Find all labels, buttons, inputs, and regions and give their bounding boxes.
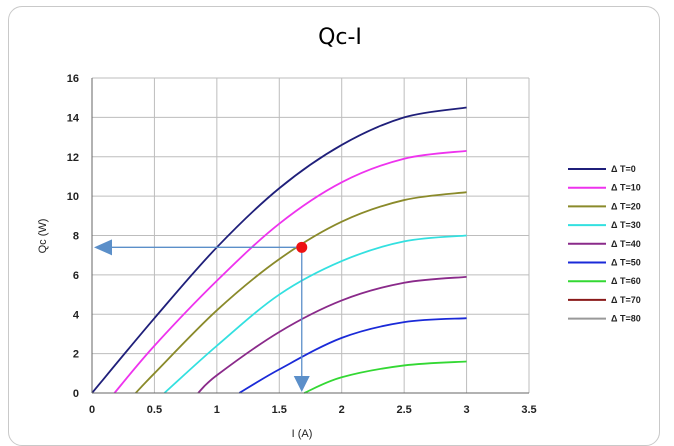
y-tick-label: 14 <box>67 112 80 124</box>
legend-label-0: Δ T=0 <box>611 164 636 174</box>
series-line-4 <box>197 275 467 394</box>
y-axis-label: Qc (W) <box>37 219 49 254</box>
legend-label-2: Δ T=20 <box>611 201 641 211</box>
x-tick-label: 1.5 <box>272 404 287 416</box>
x-tick-label: 3 <box>464 404 470 416</box>
grid <box>91 77 530 394</box>
legend-label-4: Δ T=40 <box>611 239 641 249</box>
legend-label-7: Δ T=70 <box>611 295 641 305</box>
y-tick-label: 6 <box>73 270 79 282</box>
y-tick-label: 2 <box>73 349 79 361</box>
x-tick-label: 2 <box>339 404 345 416</box>
series-line-1 <box>113 149 467 394</box>
legend-label-8: Δ T=80 <box>611 314 641 324</box>
x-tick-label: 3.5 <box>521 404 536 416</box>
operating-point <box>296 241 308 253</box>
y-tick-label: 16 <box>67 73 79 85</box>
legend-label-3: Δ T=30 <box>611 220 641 230</box>
legend-label-5: Δ T=50 <box>611 258 641 268</box>
y-tick-label: 12 <box>67 152 79 164</box>
arrow-head-down <box>293 376 310 392</box>
y-tick-label: 8 <box>73 231 79 243</box>
series-line-6 <box>303 360 467 394</box>
series-group <box>91 106 467 394</box>
series-line-2 <box>135 191 467 394</box>
y-tick-label: 0 <box>73 388 79 400</box>
series-line-0 <box>91 106 467 394</box>
x-tick-label: 0 <box>89 404 95 416</box>
x-tick-label: 2.5 <box>396 404 411 416</box>
x-axis-label: I (A) <box>292 428 313 440</box>
x-tick-label: 0.5 <box>147 404 162 416</box>
series-line-3 <box>163 234 467 394</box>
legend-label-6: Δ T=60 <box>611 276 641 286</box>
axes: 0 0.5 1 1.5 2 2.5 3 3.5 0 2 4 6 8 10 12 14 16 <box>67 73 537 416</box>
series-line-5 <box>238 317 467 394</box>
arrow-head-left <box>94 239 112 256</box>
chart-title: Qc-I <box>318 25 362 50</box>
legend-label-1: Δ T=10 <box>611 183 641 193</box>
legend: Δ T=0 Δ T=10 Δ T=20 Δ T=30 Δ T=40 Δ T=50 Δ T=6… <box>568 164 641 324</box>
y-tick-label: 4 <box>73 309 80 321</box>
y-tick-label: 10 <box>67 191 79 203</box>
x-tick-label: 1 <box>214 404 220 416</box>
annotation-group <box>94 239 310 392</box>
